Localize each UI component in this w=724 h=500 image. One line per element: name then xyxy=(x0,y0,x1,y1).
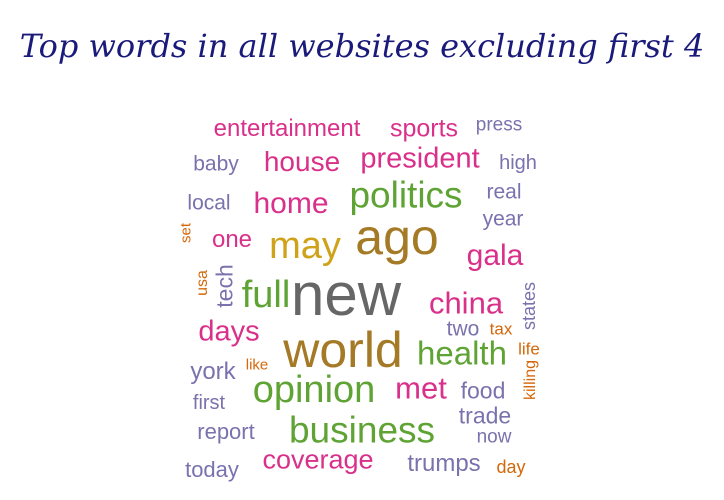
figure-title: Top words in all websites excluding firs… xyxy=(19,27,705,65)
word-world: world xyxy=(283,322,403,378)
word-two: two xyxy=(446,317,480,341)
word-president: president xyxy=(360,142,480,175)
word-high: high xyxy=(499,152,537,174)
word-press: press xyxy=(475,114,523,136)
word-new: new xyxy=(290,261,402,328)
word-usa: usa xyxy=(194,270,211,296)
word-first: first xyxy=(192,392,226,414)
word-days: days xyxy=(198,315,260,348)
word-one: one xyxy=(211,226,253,253)
word-house: house xyxy=(263,146,341,177)
word-may: may xyxy=(269,225,341,267)
word-year: year xyxy=(482,207,524,231)
word-home: home xyxy=(253,187,329,220)
word-business: business xyxy=(288,409,436,451)
word-trade: trade xyxy=(458,402,512,429)
word-ago: ago xyxy=(355,209,439,265)
word-sports: sports xyxy=(389,114,459,143)
word-life: life xyxy=(518,339,540,359)
word-report: report xyxy=(197,419,255,444)
word-local: local xyxy=(187,191,231,215)
word-states: states xyxy=(519,281,539,331)
word-trumps: trumps xyxy=(407,450,481,477)
word-today: today xyxy=(185,457,239,482)
word-entertainment: entertainment xyxy=(213,115,361,142)
word-set: set xyxy=(177,222,195,244)
word-day: day xyxy=(496,457,526,477)
word-politics: politics xyxy=(349,174,463,216)
word-food: food xyxy=(460,377,506,404)
word-now: now xyxy=(476,426,512,448)
word-tech: tech xyxy=(211,264,238,308)
word-coverage: coverage xyxy=(262,444,374,475)
word-china: china xyxy=(428,285,504,321)
word-baby: baby xyxy=(193,152,239,176)
word-real: real xyxy=(486,180,522,204)
word-tax: tax xyxy=(489,319,513,339)
word-killing: killing xyxy=(522,359,539,401)
word-health: health xyxy=(417,334,507,372)
word-full: full xyxy=(241,274,291,316)
word-like: like xyxy=(245,356,269,374)
word-york: york xyxy=(190,358,236,385)
word-gala: gala xyxy=(466,239,524,272)
word-met: met xyxy=(395,370,447,406)
word-opinion: opinion xyxy=(252,369,376,411)
